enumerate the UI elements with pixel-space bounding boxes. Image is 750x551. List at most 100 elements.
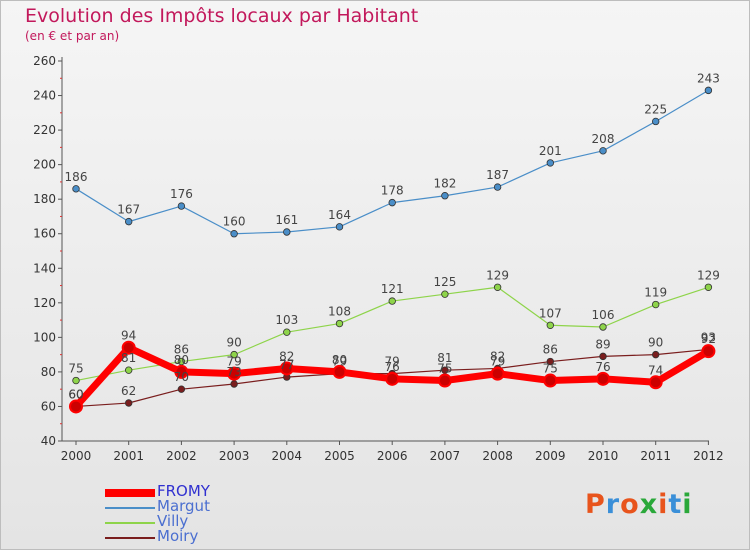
data-label-fromy: 82 — [279, 349, 294, 363]
data-label-moiry: 60 — [68, 387, 83, 401]
data-point-moiry — [652, 350, 660, 359]
data-label-margut: 167 — [117, 203, 140, 217]
y-tick-label: 220 — [33, 123, 56, 137]
y-tick-label: 180 — [33, 192, 56, 206]
data-point-villy — [493, 283, 502, 291]
data-label-margut: 160 — [223, 215, 246, 229]
data-point-villy — [72, 376, 80, 385]
data-point-villy — [652, 300, 660, 309]
x-tick-label: 2006 — [377, 449, 408, 463]
data-point-moiry — [599, 352, 607, 361]
data-point-fromy — [648, 375, 663, 390]
data-label-fromy: 79 — [226, 355, 241, 369]
data-point-margut — [599, 147, 607, 155]
data-point-villy — [441, 290, 449, 298]
logo-letter: x — [639, 489, 659, 520]
data-point-fromy — [701, 344, 716, 359]
y-tick-label: 160 — [33, 227, 56, 241]
chart-subtitle: (en € et par an) — [25, 29, 120, 43]
data-label-margut: 164 — [328, 208, 351, 222]
data-point-fromy — [437, 373, 452, 388]
y-tick-label: 140 — [33, 261, 56, 275]
data-label-fromy: 76 — [595, 360, 610, 374]
data-point-margut — [230, 230, 238, 238]
data-label-villy: 103 — [275, 313, 298, 327]
data-point-margut — [335, 223, 344, 231]
data-point-villy — [388, 297, 396, 305]
data-label-moiry: 89 — [595, 337, 610, 351]
y-tick-label: 60 — [41, 399, 56, 413]
legend-swatch — [105, 507, 155, 509]
data-label-margut: 201 — [539, 144, 562, 158]
y-tick-label: 80 — [41, 365, 56, 379]
legend-label: FROMY — [157, 482, 210, 500]
data-point-fromy — [332, 364, 347, 379]
x-tick-label: 2011 — [640, 449, 671, 463]
data-label-villy: 106 — [592, 308, 615, 322]
chart-title: Evolution des Impôts locaux par Habitant — [25, 5, 419, 27]
data-label-fromy: 80 — [174, 353, 189, 367]
legend-label: Moiry — [157, 527, 199, 545]
x-tick-label: 2001 — [113, 449, 144, 463]
data-point-fromy — [385, 371, 400, 386]
logo-letter: P — [585, 489, 606, 520]
data-label-villy: 129 — [697, 268, 720, 282]
data-point-margut — [283, 228, 291, 236]
data-label-fromy: 94 — [121, 329, 136, 343]
data-point-fromy — [174, 364, 189, 379]
data-label-moiry: 70 — [174, 370, 189, 384]
logo-letter: i — [658, 489, 669, 520]
logo-letter: t — [668, 489, 683, 520]
data-point-fromy — [69, 399, 83, 414]
data-label-margut: 243 — [697, 71, 720, 85]
data-point-villy — [704, 283, 713, 291]
data-point-margut — [704, 86, 713, 95]
data-point-margut — [72, 185, 80, 193]
data-label-margut: 225 — [644, 102, 667, 116]
x-tick-label: 2010 — [588, 449, 619, 463]
x-tick-label: 2007 — [430, 449, 461, 463]
data-label-margut: 178 — [381, 184, 404, 198]
data-label-villy: 108 — [328, 305, 351, 319]
x-tick-label: 2005 — [324, 449, 355, 463]
data-label-margut: 208 — [592, 132, 615, 146]
legend-swatch — [105, 522, 155, 524]
proxiti-logo: Proxiti — [585, 489, 693, 520]
data-label-moiry: 62 — [121, 384, 136, 398]
legend-label: Villy — [157, 512, 189, 530]
data-label-moiry: 93 — [701, 330, 716, 344]
data-label-fromy: 92 — [701, 332, 716, 346]
y-tick-label: 120 — [33, 296, 56, 310]
data-point-villy — [230, 350, 238, 359]
data-label-villy: 81 — [121, 351, 136, 365]
data-label-margut: 176 — [170, 187, 193, 201]
data-point-villy — [177, 357, 186, 366]
data-label-villy: 75 — [68, 362, 83, 376]
data-label-villy: 121 — [381, 282, 404, 296]
data-label-moiry: 79 — [385, 355, 400, 369]
data-label-fromy: 80 — [332, 353, 347, 367]
data-point-fromy — [490, 366, 505, 381]
data-label-fromy: 74 — [648, 363, 663, 377]
y-tick-label: 200 — [33, 158, 56, 172]
legend-swatch — [105, 489, 155, 497]
data-label-moiry: 73 — [226, 365, 241, 379]
data-point-fromy — [543, 373, 558, 388]
data-label-margut: 186 — [65, 170, 88, 184]
y-tick-label: 260 — [33, 54, 56, 68]
data-label-moiry: 81 — [437, 351, 452, 365]
data-point-fromy — [227, 366, 242, 381]
data-label-fromy: 75 — [543, 362, 558, 376]
data-point-margut — [177, 202, 186, 210]
data-point-moiry — [124, 399, 133, 407]
data-point-fromy — [279, 361, 294, 376]
legend-label: Margut — [157, 497, 210, 515]
data-label-margut: 187 — [486, 168, 509, 182]
data-label-moiry: 90 — [648, 336, 663, 350]
data-label-villy: 107 — [539, 306, 562, 320]
data-label-villy: 90 — [226, 336, 241, 350]
data-label-fromy: 60 — [68, 387, 83, 401]
data-point-margut — [441, 192, 449, 200]
